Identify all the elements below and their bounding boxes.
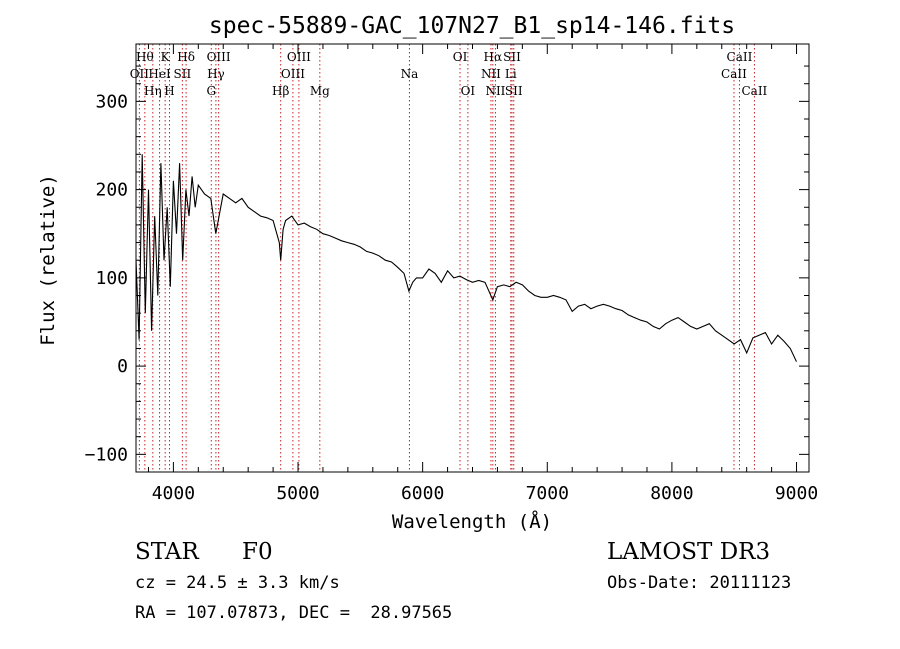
spectral-line-label: NII	[485, 84, 505, 98]
spectral-line-label: CaII	[721, 67, 747, 81]
spectral-line-label: OII	[130, 67, 150, 81]
x-tick-label: 4000	[152, 483, 195, 504]
y-axis-label: Flux (relative)	[37, 174, 59, 346]
spectral-line-label: OIII	[207, 50, 231, 64]
spectral-line-markers	[138, 44, 755, 472]
spectral-line-label: Li	[505, 67, 517, 81]
spectral-line-label: Hα	[484, 50, 503, 64]
spectral-line-label: Hδ	[177, 50, 195, 64]
object-class: STAR	[135, 539, 199, 565]
spectral-line-label: SII	[505, 84, 523, 98]
spectral-line-label: SII	[174, 67, 192, 81]
y-tick-label: 100	[95, 268, 128, 289]
y-axis-ticks: −100 0 100 200 300	[85, 65, 809, 465]
spectral-line-label: Na	[401, 67, 419, 81]
spectral-line-label: Hθ	[136, 50, 154, 64]
x-axis-label: Wavelength (Å)	[392, 510, 552, 533]
y-tick-label: 300	[95, 91, 128, 112]
redshift-velocity: cz = 24.5 ± 3.3 km/s	[135, 573, 340, 593]
x-tick-label: 9000	[775, 483, 818, 504]
chart-title: spec-55889-GAC_107N27_B1_sp14-146.fits	[209, 13, 735, 39]
survey-name: LAMOST DR3	[607, 539, 771, 565]
spectral-line-label: CaII	[741, 84, 767, 98]
spectral-line-label: OIII	[287, 50, 311, 64]
x-tick-label: 5000	[276, 483, 319, 504]
y-tick-label: −100	[85, 444, 128, 465]
y-tick-label: 0	[117, 356, 128, 377]
spectral-line-label: K	[161, 50, 171, 64]
observation-date: Obs-Date: 20111123	[607, 573, 792, 593]
spectral-line-label: G	[206, 84, 216, 98]
spectral-line-label: Hβ	[272, 84, 289, 98]
spectral-line-label: OI	[461, 84, 476, 98]
spectral-line-label: CaII	[727, 50, 753, 64]
spectral-line-label: Mg	[310, 84, 330, 98]
spectrum-line	[135, 154, 797, 362]
spectral-line-label: Hη	[144, 84, 162, 98]
x-tick-label: 8000	[650, 483, 693, 504]
spectral-line-label: SII	[503, 50, 521, 64]
object-subclass: F0	[242, 539, 273, 565]
spectral-line-label: Hγ	[207, 67, 225, 81]
spectral-line-label: OIII	[281, 67, 305, 81]
spectral-line-label: HeI	[148, 67, 171, 81]
ra-dec-coordinates: RA = 107.07873, DEC = 28.97565	[135, 603, 453, 623]
x-axis-ticks: 4000 5000 6000 7000 8000 9000	[147, 44, 818, 504]
x-tick-label: 6000	[401, 483, 444, 504]
spectral-line-label: OI	[453, 50, 468, 64]
spectral-line-labels: OII Hθ Hη HeI K H Hδ SII G Hγ OIII Hβ OIII OIII Mg Na OI…	[130, 50, 768, 98]
spectral-line-label: H	[164, 84, 174, 98]
y-tick-label: 200	[95, 180, 128, 201]
x-tick-label: 7000	[526, 483, 569, 504]
plot-frame	[135, 43, 810, 473]
spectral-line-label: NII	[481, 67, 501, 81]
